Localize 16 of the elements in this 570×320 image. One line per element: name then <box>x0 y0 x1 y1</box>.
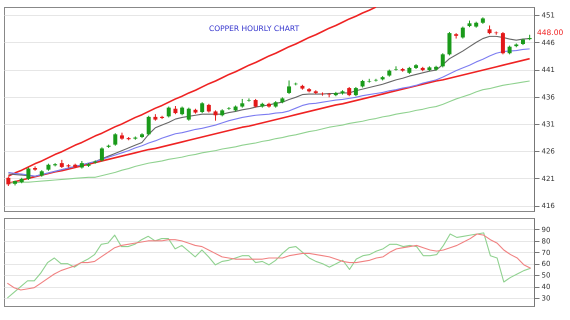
candlestick <box>146 115 151 136</box>
candlestick <box>500 32 505 55</box>
candlestick <box>100 146 104 162</box>
candlestick <box>166 106 171 118</box>
candlestick <box>460 26 465 40</box>
candlestick <box>440 52 445 68</box>
candlestick <box>214 110 218 122</box>
candlestick <box>113 132 118 146</box>
candlestick <box>447 32 452 56</box>
candlestick <box>200 102 204 114</box>
candlestick <box>186 107 191 122</box>
line-series <box>8 80 530 184</box>
candlestick <box>354 86 358 97</box>
candlestick <box>347 86 352 97</box>
candlestick <box>26 166 30 180</box>
candlestick <box>287 80 292 95</box>
